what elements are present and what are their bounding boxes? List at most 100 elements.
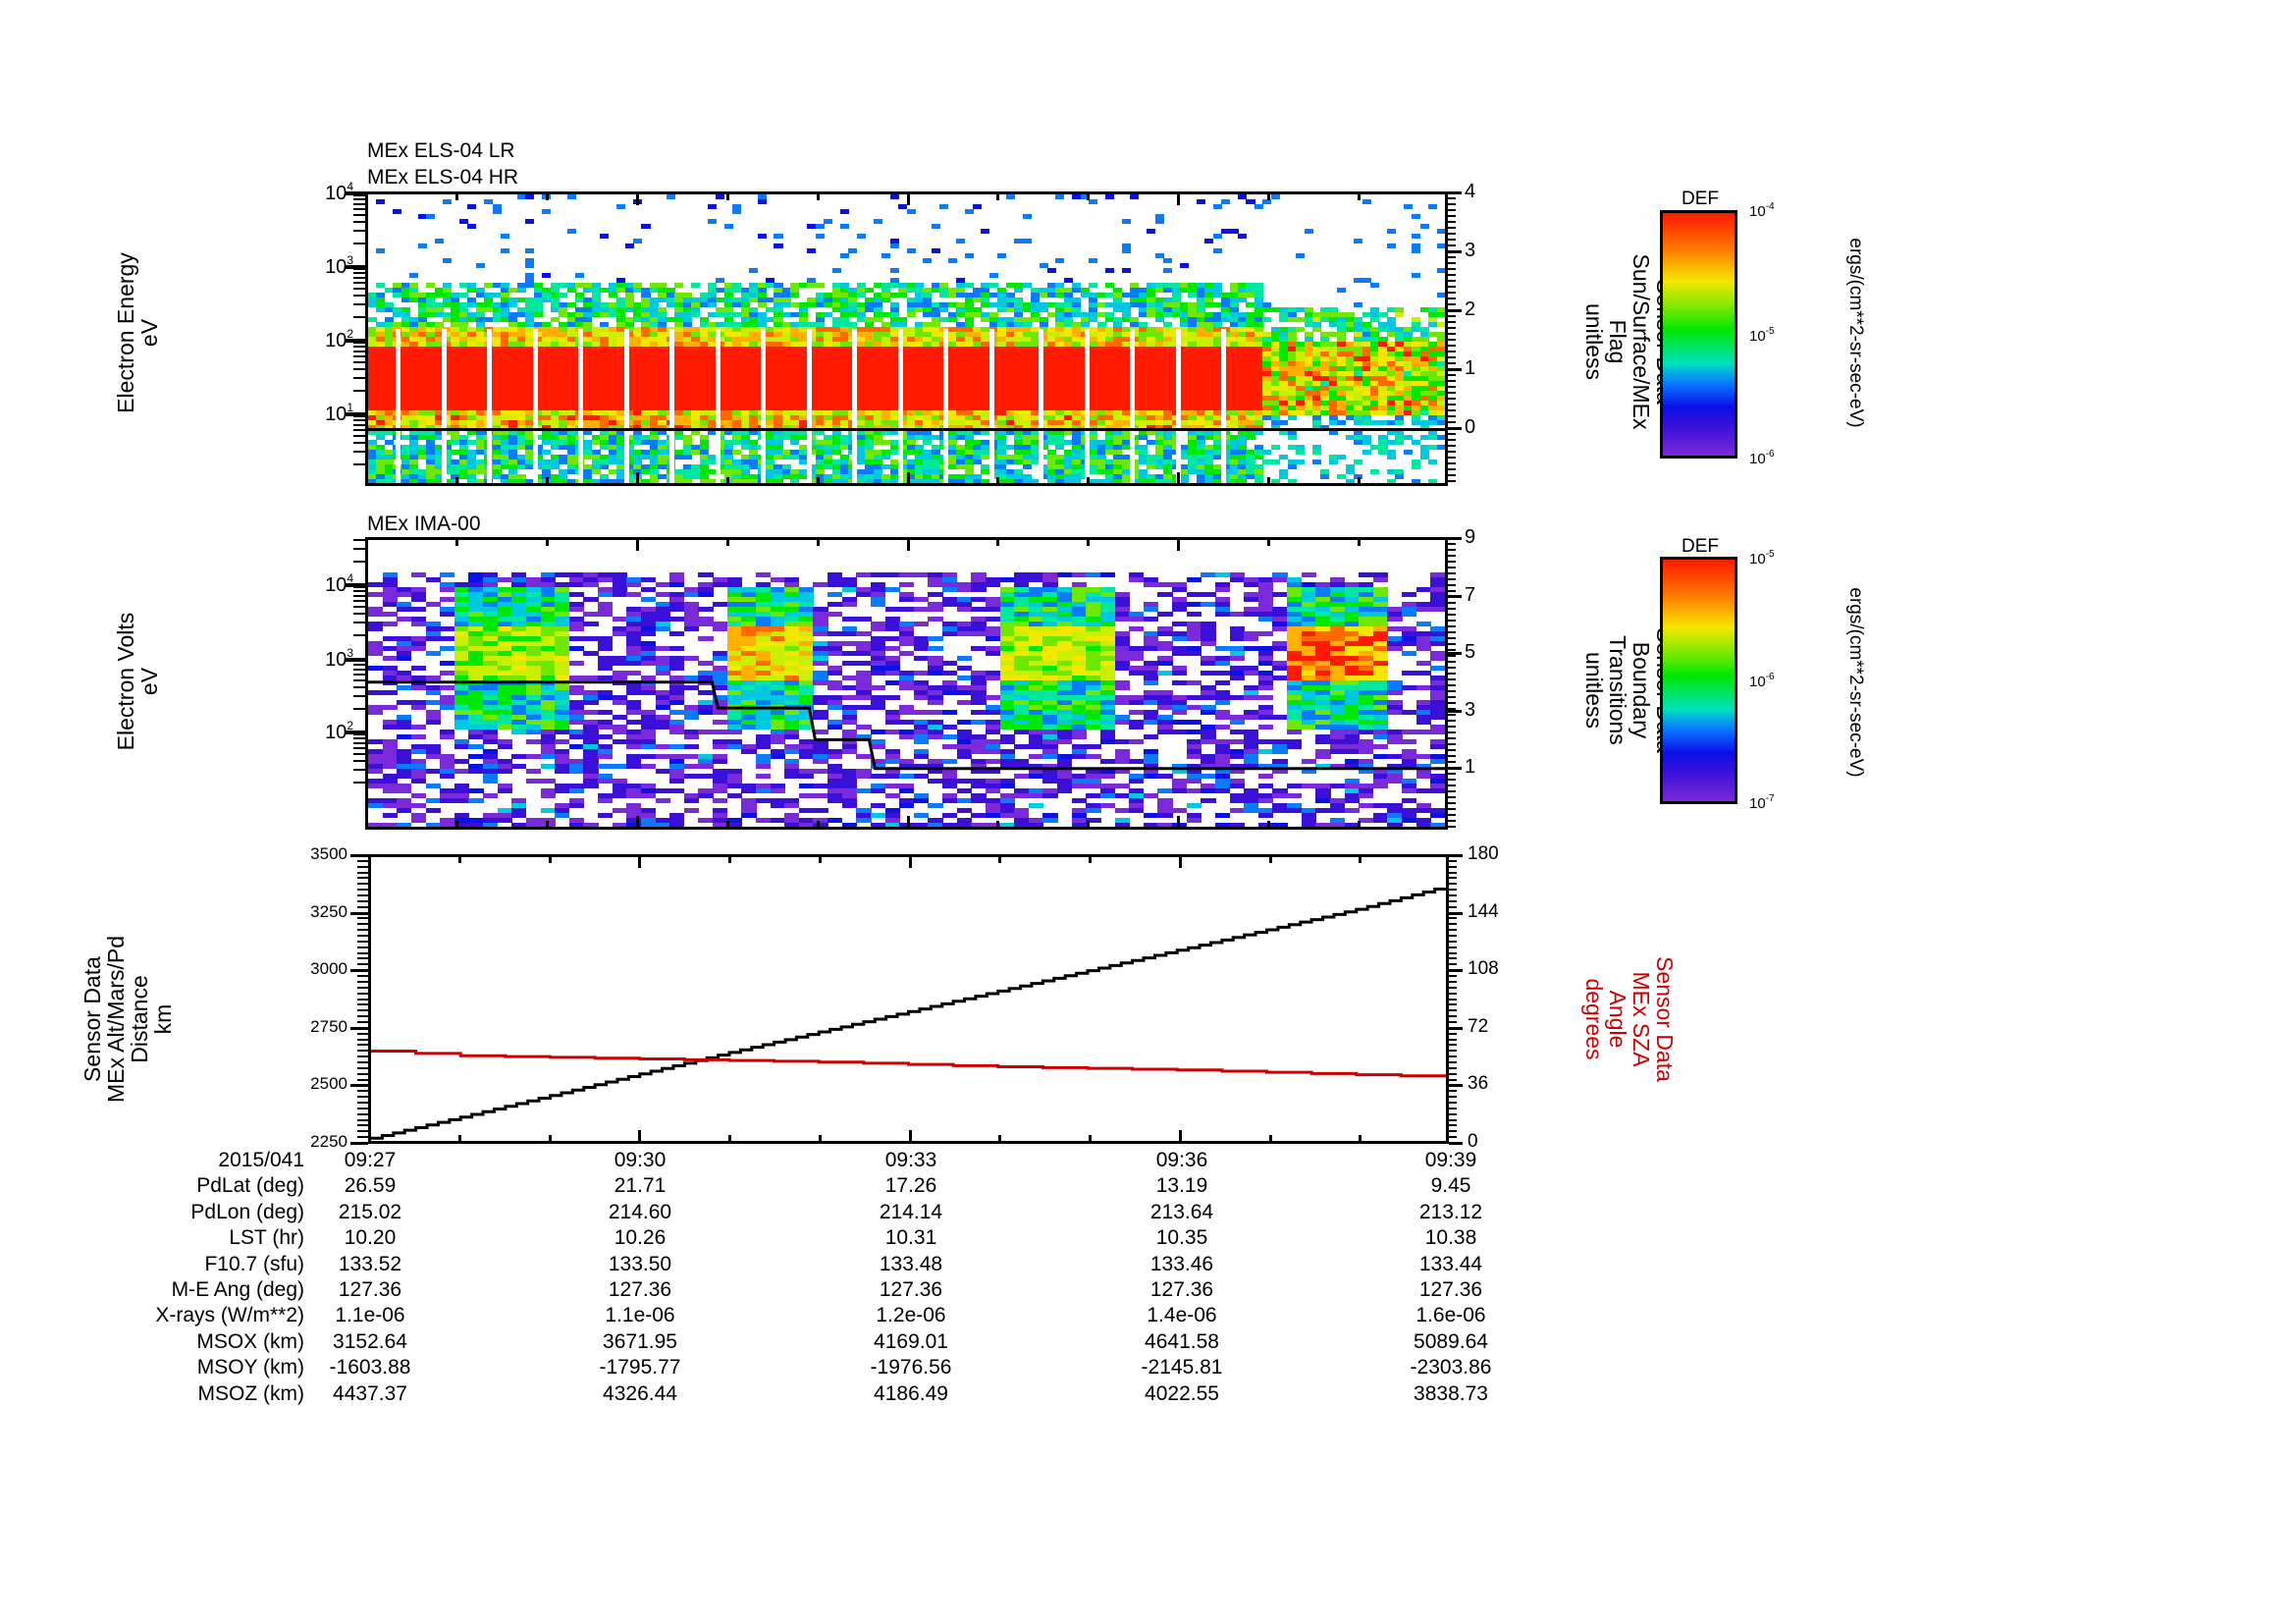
spectrogram-cell xyxy=(600,474,610,479)
spectrogram-cell xyxy=(409,332,419,337)
spectrogram-cell xyxy=(525,342,535,347)
spectrogram-cell xyxy=(1097,484,1106,486)
spectrogram-cell xyxy=(1179,263,1189,268)
spectrogram-cell xyxy=(426,479,436,483)
spectrogram-cell xyxy=(458,381,468,386)
spectrogram-cell xyxy=(624,455,634,460)
sweep-gap xyxy=(1085,328,1090,483)
spectrogram-cell xyxy=(417,243,427,248)
spectrogram-cell xyxy=(923,484,932,486)
spectrogram-cell xyxy=(865,484,874,486)
spectrogram-cell xyxy=(583,371,593,376)
spectrogram-cell xyxy=(641,479,651,483)
spectrogram-cell xyxy=(501,396,510,401)
minor-tick xyxy=(1448,292,1456,294)
spectrogram-cell xyxy=(376,484,385,486)
spectrogram-cell xyxy=(906,209,916,214)
spectrogram-cell xyxy=(591,415,601,420)
spectrogram-cell xyxy=(559,469,568,474)
spectrogram-cell xyxy=(649,307,659,312)
spectrogram-cell xyxy=(451,479,460,483)
spectrogram-cell xyxy=(501,317,510,322)
spectrogram-cell xyxy=(426,484,435,486)
spectrogram-cell xyxy=(583,445,593,450)
spectrogram-cell xyxy=(674,312,684,317)
spectrogram-cell xyxy=(674,332,684,337)
spectrogram-cell xyxy=(451,293,460,298)
spectrogram-cell xyxy=(600,460,610,464)
spectrogram-cell xyxy=(1412,234,1421,239)
spectrogram-cell xyxy=(368,420,378,425)
time-tick xyxy=(906,191,910,205)
spectrogram-cell xyxy=(368,445,378,450)
spectrogram-cell xyxy=(516,327,526,332)
spectrogram-cell xyxy=(799,484,808,486)
spectrogram-cell xyxy=(566,381,576,386)
spectrogram-cell xyxy=(475,376,485,381)
spectrogram-cell xyxy=(583,352,593,356)
minor-tick xyxy=(1448,197,1456,199)
spectrogram-cell xyxy=(591,332,601,337)
spectrogram-cell xyxy=(417,415,427,420)
spectrogram-cell xyxy=(641,342,651,347)
spectrogram-cell xyxy=(368,450,378,455)
spectrogram-cell xyxy=(566,430,576,435)
spectrogram-cell xyxy=(633,430,643,435)
spectrogram-cell xyxy=(458,322,468,327)
time-tick xyxy=(1358,191,1362,200)
spectrogram-cell xyxy=(409,445,419,450)
spectrogram-cell xyxy=(583,298,593,302)
spectrogram-cell xyxy=(501,420,510,425)
spectrogram-cell xyxy=(475,361,485,366)
spectrogram-cell xyxy=(583,347,593,352)
spectrogram-cell xyxy=(384,337,394,342)
spectrogram-cell xyxy=(475,464,485,469)
spectrogram-cell xyxy=(591,464,601,469)
spectrogram-cell xyxy=(616,401,626,406)
spectrogram-cell xyxy=(566,361,576,366)
spectrogram-cell xyxy=(451,435,460,440)
sweep-gap xyxy=(716,328,721,483)
spectrogram-cell xyxy=(434,415,444,420)
spectrogram-cell xyxy=(600,425,610,430)
spectrogram-cell xyxy=(458,410,468,415)
spectrogram-cell xyxy=(409,283,419,288)
spectrogram-cell xyxy=(608,479,617,483)
spectrogram-cell xyxy=(451,337,460,342)
spectrogram-cell xyxy=(649,288,659,293)
spectrogram-cell xyxy=(475,312,485,317)
spectrogram-cell xyxy=(600,455,610,460)
spectrogram-cell xyxy=(368,381,378,386)
spectrogram-cell xyxy=(608,381,617,386)
spectrogram-cell xyxy=(591,347,601,352)
spectrogram-cell xyxy=(649,425,659,430)
spectrogram-cell xyxy=(533,312,543,317)
spectrogram-cell xyxy=(467,317,477,322)
spectrogram-cell xyxy=(385,484,394,486)
spectrogram-cell xyxy=(400,376,410,381)
spectrogram-cell xyxy=(658,410,667,415)
spectrogram-cell xyxy=(600,401,610,406)
spectrogram-cell xyxy=(1320,474,1330,479)
spectrogram-cell xyxy=(1046,268,1056,273)
spectrogram-cell xyxy=(442,371,452,376)
spectrogram-cell xyxy=(409,435,419,440)
spectrogram-cell xyxy=(906,312,916,317)
spectrogram-cell xyxy=(550,307,560,312)
spectrogram-cell xyxy=(525,322,535,327)
spectrogram-cell xyxy=(400,356,410,361)
spectrogram-cell xyxy=(641,347,651,352)
minor-tick xyxy=(1448,321,1456,323)
spectrogram-cell xyxy=(649,440,659,445)
spectrogram-cell xyxy=(641,435,651,440)
spectrogram-cell xyxy=(542,391,552,396)
spectrogram-cell xyxy=(376,322,386,327)
spectrogram-cell xyxy=(616,391,626,396)
spectrogram-cell xyxy=(591,420,601,425)
els-right-tick-label: 0 xyxy=(1465,416,1476,438)
spectrogram-cell xyxy=(749,268,759,273)
spectrogram-cell xyxy=(508,352,518,356)
spectrogram-cell xyxy=(409,410,419,415)
spectrogram-cell xyxy=(467,312,477,317)
spectrogram-cell xyxy=(434,445,444,450)
